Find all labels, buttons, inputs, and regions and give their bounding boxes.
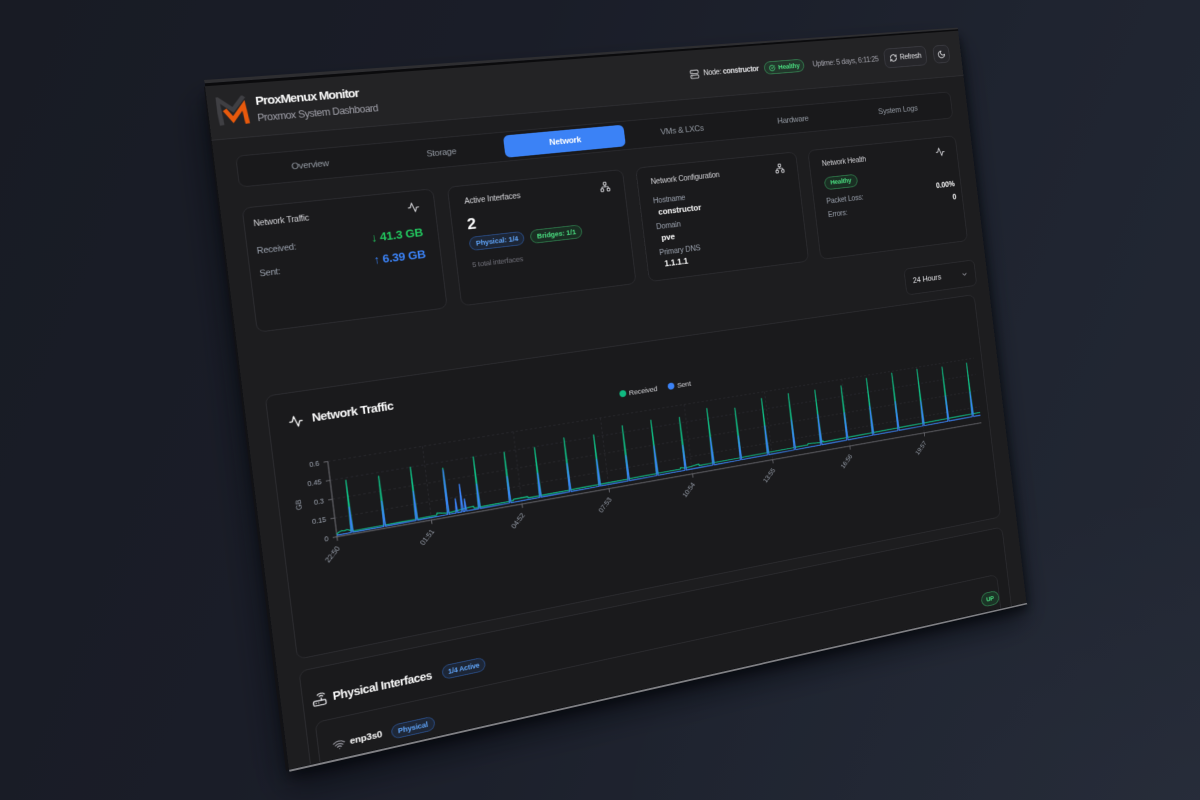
svg-text:01:51: 01:51 [418, 527, 436, 546]
svg-text:22:50: 22:50 [323, 544, 342, 564]
svg-text:19:57: 19:57 [914, 439, 928, 456]
svg-text:0: 0 [324, 534, 329, 543]
svg-text:0.45: 0.45 [307, 478, 322, 488]
svg-text:13:55: 13:55 [762, 466, 777, 484]
svg-text:16:56: 16:56 [839, 453, 854, 470]
svg-text:0.6: 0.6 [309, 459, 320, 469]
svg-text:07:53: 07:53 [597, 496, 614, 514]
svg-text:0.3: 0.3 [313, 497, 324, 507]
svg-text:0.15: 0.15 [312, 516, 327, 527]
svg-text:10:54: 10:54 [681, 481, 697, 499]
svg-text:04:52: 04:52 [510, 511, 527, 530]
svg-text:GB: GB [294, 499, 304, 511]
